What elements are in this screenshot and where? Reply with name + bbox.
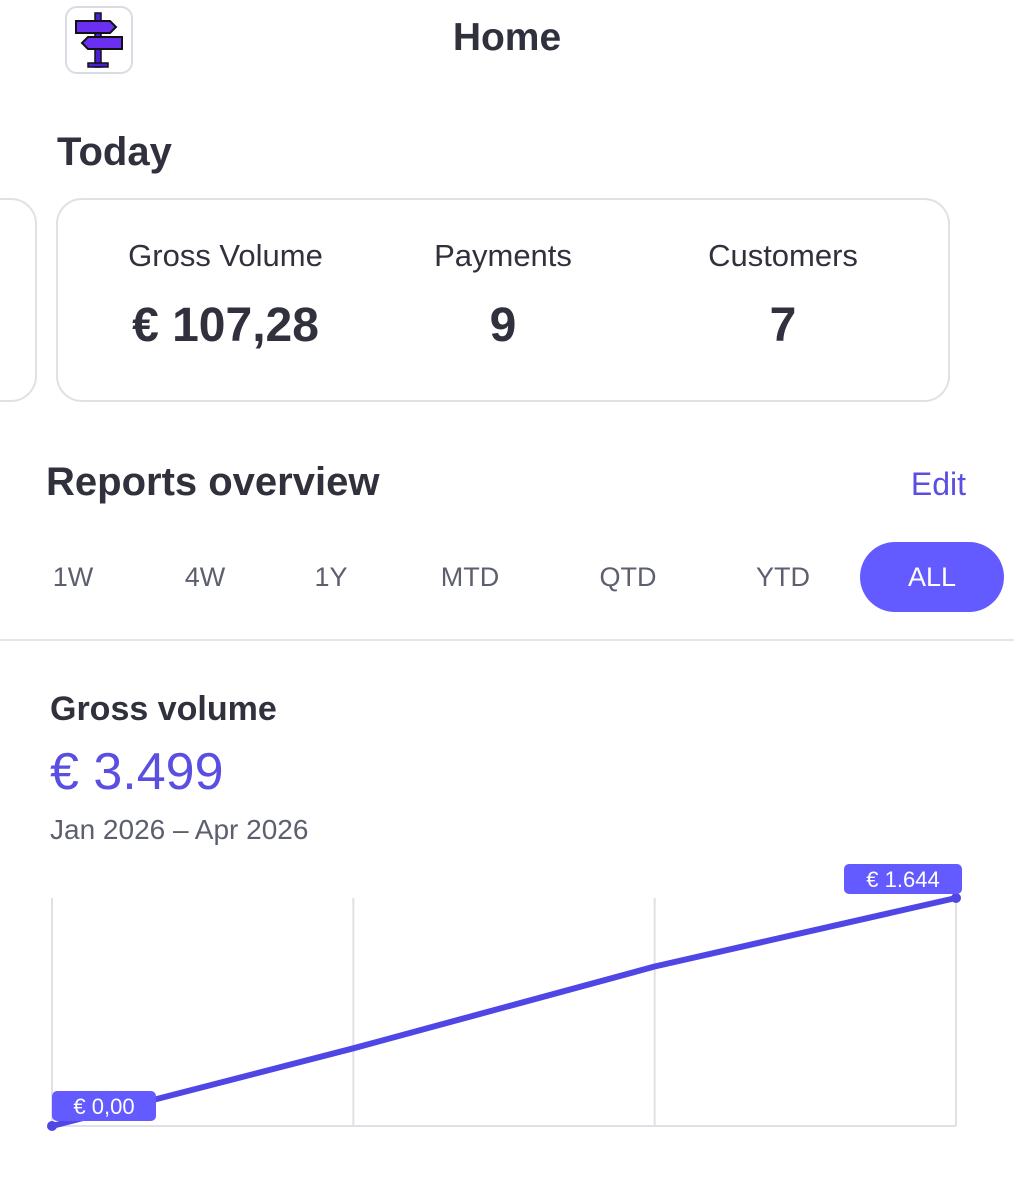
reports-overview-heading: Reports overview [46,460,380,504]
today-heading: Today [57,130,172,174]
value-label-bg [52,1091,156,1121]
edit-button[interactable]: Edit [910,466,966,502]
stat-customers: Customers 7 [668,238,898,353]
chart-date-range: Jan 2026 – Apr 2026 [50,814,309,845]
stat-payments: Payments 9 [398,238,608,353]
tab-1y[interactable]: 1Y [314,562,348,592]
stat-label: Payments [434,238,572,273]
tab-all[interactable]: ALL [860,542,1004,612]
chart-title: Gross volume [50,690,277,728]
stat-value: € 107,28 [132,299,319,352]
stat-label: Gross Volume [128,238,323,273]
tab-ytd[interactable]: YTD [756,562,810,592]
tab-1w[interactable]: 1W [52,562,94,592]
today-stats-card[interactable]: Gross Volume € 107,28 Payments 9 Custome… [56,198,950,402]
stat-label: Customers [708,238,858,273]
tab-qtd[interactable]: QTD [599,562,657,592]
previous-stat-card[interactable] [0,198,37,402]
tab-mtd[interactable]: MTD [440,562,500,592]
data-point [951,893,961,903]
page-title: Home [452,16,562,59]
range-tabs: 1W 4W 1Y MTD QTD YTD ALL [0,542,1014,614]
stat-gross-volume: Gross Volume € 107,28 [88,238,363,353]
stat-value: 9 [489,299,517,352]
value-label-bg [844,864,962,894]
chart-total-value: € 3.499 [50,743,224,801]
stat-value: 7 [769,299,797,352]
value-label: € 1.644 [866,867,939,892]
signpost-icon [75,12,123,68]
divider [0,639,1014,641]
value-label: € 0,00 [73,1094,134,1119]
series-line [49,895,959,1129]
tab-4w[interactable]: 4W [184,562,226,592]
app-logo[interactable] [65,6,133,74]
gross-volume-chart[interactable]: € 0,00 € 1.644 [0,860,1014,1150]
data-point [47,1121,57,1131]
line-chart-svg: € 0,00 € 1.644 [47,864,962,1131]
